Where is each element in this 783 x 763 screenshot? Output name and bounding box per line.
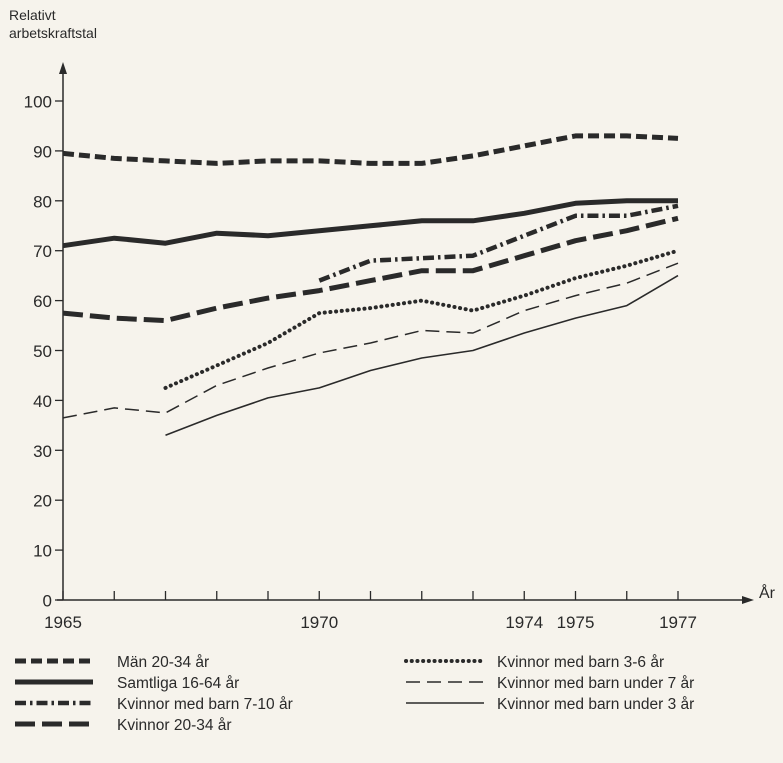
y-tick-label-70: 70 <box>33 242 52 261</box>
y-tick-label-30: 30 <box>33 442 52 461</box>
x-tick-label-1977: 1977 <box>659 613 697 632</box>
series-lines <box>62 133 680 437</box>
x-axis-title: År <box>759 585 775 602</box>
legend-label-7: Kvinnor med barn under 3 år <box>497 696 694 713</box>
y-tick-label-100: 100 <box>24 93 52 112</box>
legend-label-4: Kvinnor 20‐34 år <box>117 717 232 734</box>
y-axis-title: Relativt arbetskraftstal <box>9 6 97 42</box>
series-line-1 <box>62 133 679 166</box>
y-axis-title-line-2: arbetskraftstal <box>9 25 97 41</box>
legend-label-2: Samtliga 16‐64 år <box>117 675 239 692</box>
y-tick-label-50: 50 <box>33 342 52 361</box>
y-tick-label-40: 40 <box>33 392 52 411</box>
legend-label-6: Kvinnor med barn under 7 år <box>497 675 694 692</box>
legend: Män 20‐34 år Samtliga 16‐64 år Kvinnor med… <box>15 654 694 734</box>
legend-label-1: Män 20‐34 år <box>117 654 209 671</box>
series-line-2 <box>62 198 678 249</box>
x-tick-label-1974: 1974 <box>505 613 543 632</box>
y-tick-label-60: 60 <box>33 292 52 311</box>
y-tick-label-80: 80 <box>33 192 52 211</box>
y-axis-arrow <box>59 62 67 74</box>
legend-label-5: Kvinnor med barn 3‐6 år <box>497 654 664 671</box>
y-tick-label-20: 20 <box>33 492 52 511</box>
x-axis-arrow <box>742 596 754 604</box>
x-tick-label-1970: 1970 <box>300 613 338 632</box>
y-axis-title-line-1: Relativt <box>9 7 56 23</box>
x-tick-label-1965: 1965 <box>44 613 82 632</box>
axes: 0 10 20 30 40 50 60 70 80 90 100 1965 1970 1974 1975 19… <box>24 62 754 632</box>
x-tick-label-1975: 1975 <box>557 613 595 632</box>
y-tick-label-0: 0 <box>43 592 52 611</box>
series-line-7 <box>165 274 679 437</box>
series-line-6 <box>62 262 679 419</box>
y-tick-label-10: 10 <box>33 542 52 561</box>
y-tick-label-90: 90 <box>33 142 52 161</box>
series-line-3 <box>318 203 679 283</box>
legend-label-3: Kvinnor med barn 7‐10 år <box>117 696 293 713</box>
series-line-4 <box>62 215 679 324</box>
series-line-5 <box>163 248 680 390</box>
